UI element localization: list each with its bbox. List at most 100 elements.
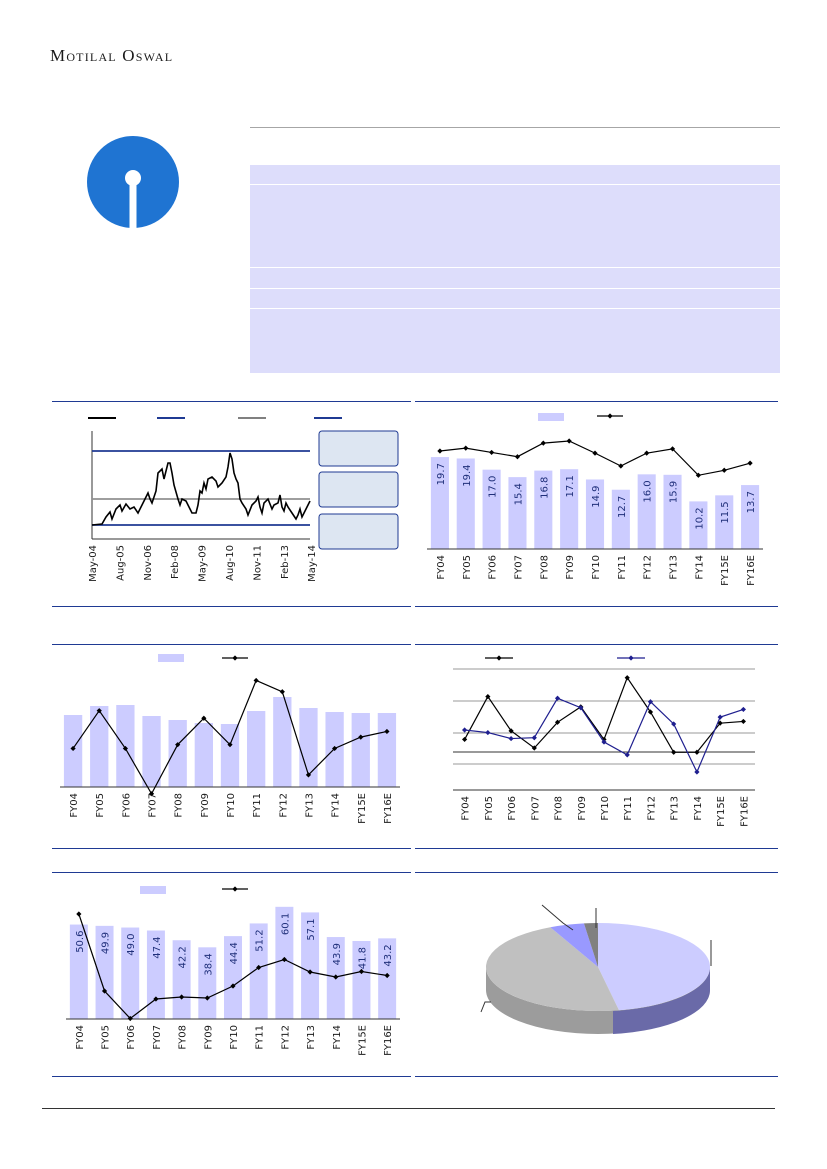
x-tick-label: FY06	[507, 796, 518, 821]
x-tick-label: FY07	[152, 1025, 163, 1050]
series-1-point-FY14	[694, 769, 700, 775]
series-0-point-FY11	[624, 675, 630, 681]
line-point-FY15E	[358, 968, 365, 975]
x-tick-label: FY07	[148, 793, 159, 818]
bar-value-label: 50.6	[75, 931, 86, 953]
x-tick-label: FY09	[200, 793, 211, 818]
line-point-FY06	[127, 1015, 133, 1022]
bar-value-label: 19.4	[462, 464, 473, 486]
x-tick-label: Feb-13	[280, 545, 291, 579]
pie-slice-0	[598, 923, 711, 1011]
bar-FY10	[220, 724, 240, 787]
bar-FY16E	[741, 485, 760, 549]
pie-slice-1	[485, 927, 619, 1011]
bar-FY09	[560, 469, 579, 549]
bar-value-label: 13.7	[746, 491, 757, 513]
series-1-point-FY12	[647, 699, 654, 705]
x-tick-label: FY16E	[383, 793, 394, 824]
legend-bar-swatch	[158, 654, 184, 662]
bar-value-label: 15.4	[513, 483, 524, 505]
bar-FY08	[534, 470, 553, 549]
bar-value-label: 44.4	[229, 942, 240, 964]
x-tick-label: FY10	[600, 796, 611, 821]
x-tick-label: FY15E	[357, 1025, 368, 1056]
legend-line-marker	[232, 886, 238, 892]
line-point-FY16E	[384, 972, 390, 979]
series-1-point-FY13	[671, 721, 677, 727]
x-tick-label: FY08	[174, 793, 185, 818]
line-point-FY15E	[721, 467, 727, 473]
price-series-line	[91, 452, 311, 526]
bar-FY15E	[715, 495, 734, 549]
band-value-box-0	[318, 430, 399, 467]
x-tick-label: FY04	[75, 1025, 86, 1050]
x-tick-label: FY11	[617, 555, 628, 580]
x-tick-label: FY16E	[746, 555, 757, 586]
x-tick-label: FY16E	[739, 796, 750, 827]
x-tick-label: FY05	[462, 555, 473, 580]
legend-bar-swatch	[538, 413, 564, 421]
bar-value-label: 15.9	[669, 481, 680, 503]
bar-value-label: 14.9	[591, 485, 602, 507]
line-point-FY06	[489, 449, 495, 456]
bar-line-chart-5: 50.6 49.9 49.0 47.4 42.2 38.4 44.4 51.2 60.1 57.1…	[66, 886, 400, 1056]
bar-FY04	[430, 457, 449, 549]
x-tick-label: FY05	[484, 796, 495, 821]
legend-series-2-marker	[628, 655, 634, 661]
series-1-point-FY11	[624, 752, 630, 758]
band-value-box-1	[318, 471, 399, 508]
x-tick-label: FY12	[280, 1025, 291, 1050]
x-tick-label: FY04	[461, 796, 472, 821]
series-1-point-FY15E	[717, 714, 723, 720]
x-tick-label: Aug-10	[225, 545, 236, 581]
line-point-FY08	[179, 994, 185, 1000]
bar-FY11	[611, 489, 630, 549]
x-tick-label: FY12	[643, 555, 654, 580]
line-point-FY10	[230, 983, 236, 989]
series-1-point-FY16E	[740, 706, 746, 713]
x-tick-label: FY05	[101, 1025, 112, 1050]
line-point-FY12	[644, 450, 650, 456]
bar-FY10	[585, 479, 605, 549]
series-0-point-FY16E	[740, 718, 746, 725]
x-tick-label: FY07	[513, 555, 524, 580]
series-1-point-FY06	[508, 735, 514, 742]
x-tick-label: FY13	[670, 796, 681, 821]
series-1-point-FY08	[554, 695, 561, 701]
bar-value-label: 43.9	[332, 943, 343, 965]
footer-rule	[42, 1108, 775, 1109]
bar-FY12	[273, 697, 292, 787]
bar-value-label: 51.2	[255, 929, 266, 951]
bar-line-panel-2: 19.7 19.4 17.0 15.4 16.8 17.1 14.9 12.7 16.0 15.9…	[415, 401, 778, 607]
bar-FY05	[456, 458, 475, 549]
line-point-FY07	[148, 791, 155, 797]
x-tick-label: FY10	[226, 793, 237, 818]
bar-FY15E	[352, 940, 371, 1019]
bar-FY05	[90, 706, 109, 787]
bar-FY06	[121, 927, 140, 1019]
x-tick-label: FY08	[178, 1025, 189, 1050]
bar-FY16E	[377, 713, 397, 787]
bar-value-label: 49.9	[101, 932, 112, 954]
x-tick-label: FY11	[255, 1025, 266, 1050]
bar-FY15E	[351, 713, 370, 787]
line-point-FY12	[279, 689, 285, 695]
pie-slice-3	[583, 923, 598, 967]
x-tick-label: Aug-05	[115, 545, 126, 581]
series-0-point-FY08	[554, 719, 561, 725]
bar-FY13	[301, 912, 320, 1019]
x-tick-label: FY11	[623, 796, 634, 821]
leader-line-3	[480, 1001, 491, 1013]
bar-FY08	[168, 720, 187, 787]
bar-value-label: 19.7	[436, 463, 447, 485]
bar-line-chart-2: 19.7 19.4 17.0 15.4 16.8 17.1 14.9 12.7 16.0 15.9…	[427, 413, 763, 586]
bar-FY13	[299, 708, 318, 787]
price-band-chart: May-04 Aug-05 Nov-06 Feb-08 May-09 Aug-10 Nov-…	[88, 417, 399, 582]
bar-FY11	[249, 923, 268, 1019]
bar-FY06	[482, 469, 501, 549]
bar-value-label: 10.2	[694, 507, 705, 529]
x-tick-label: FY10	[229, 1025, 240, 1050]
line-point-FY09	[201, 715, 207, 721]
header-rule	[250, 127, 780, 128]
bar-value-label: 38.4	[203, 953, 214, 975]
